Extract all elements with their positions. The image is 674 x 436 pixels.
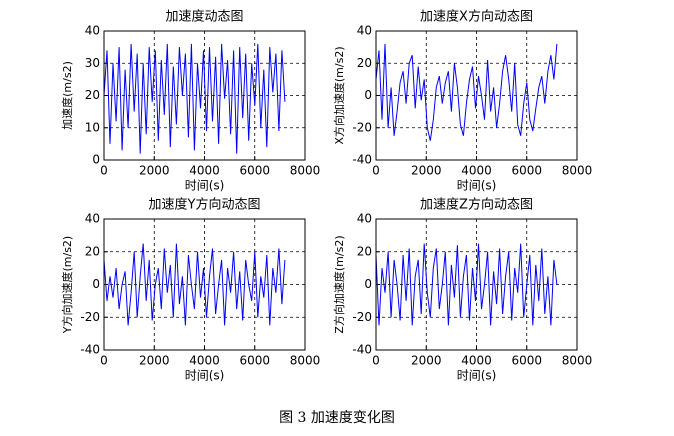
- y-axis-label: Z方向加速度(m/s2): [332, 235, 346, 333]
- x-tick-label: 6000: [239, 164, 270, 178]
- x-tick-label: 8000: [290, 354, 321, 368]
- y-tick-label: 20: [357, 56, 372, 70]
- x-tick-label: 2000: [139, 164, 170, 178]
- x-axis-label: 时间(s): [457, 179, 497, 193]
- y-tick-label: 20: [85, 88, 100, 102]
- x-tick-label: 4000: [189, 354, 220, 368]
- x-tick-label: 8000: [562, 164, 593, 178]
- y-tick-label: -20: [80, 310, 100, 324]
- x-axis-label: 时间(s): [457, 369, 497, 383]
- y-tick-label: 10: [85, 120, 100, 134]
- y-tick-label: 30: [85, 56, 100, 70]
- x-tick-label: 6000: [511, 354, 542, 368]
- x-tick-label: 4000: [189, 164, 220, 178]
- y-tick-label: -20: [352, 310, 372, 324]
- y-tick-label: -20: [352, 120, 372, 134]
- x-axis-label: 时间(s): [185, 179, 225, 193]
- data-line: [375, 43, 558, 141]
- y-tick-label: 20: [357, 244, 372, 258]
- y-tick-label: 40: [85, 24, 100, 38]
- chart-title: 加速度X方向动态图: [420, 9, 533, 25]
- x-axis-label: 时间(s): [185, 369, 225, 383]
- y-tick-label: 0: [364, 88, 372, 102]
- chart-title: 加速度动态图: [165, 9, 243, 25]
- y-tick-label: 0: [92, 153, 100, 167]
- plot-area: [104, 31, 305, 160]
- y-axis-label: 加速度(m/s2): [60, 61, 74, 130]
- plot-frame: [103, 218, 306, 351]
- y-tick-label: -40: [352, 343, 372, 357]
- y-tick-label: -40: [80, 343, 100, 357]
- y-tick-label: 40: [357, 24, 372, 38]
- y-tick-label: 0: [364, 277, 372, 291]
- plot-frame: [103, 30, 306, 161]
- plot-frame: [375, 218, 578, 351]
- y-tick-label: 40: [85, 212, 100, 226]
- y-axis-label: Y方向加速度(m/s2): [60, 236, 74, 334]
- x-tick-label: 0: [100, 354, 108, 368]
- x-tick-label: 6000: [511, 164, 542, 178]
- x-tick-label: 2000: [411, 354, 442, 368]
- chart-title: 加速度Z方向动态图: [420, 197, 533, 213]
- x-tick-label: 4000: [461, 164, 492, 178]
- y-tick-label: 0: [92, 277, 100, 291]
- figure-caption: 图 3 加速度变化图: [279, 410, 395, 426]
- x-tick-label: 2000: [411, 164, 442, 178]
- data-line: [375, 243, 558, 326]
- plot-frame: [375, 30, 578, 161]
- y-tick-label: 20: [85, 244, 100, 258]
- data-line: [103, 43, 286, 154]
- x-tick-label: 0: [372, 164, 380, 178]
- y-tick-label: -40: [352, 153, 372, 167]
- data-line: [103, 243, 286, 326]
- chart-title: 加速度Y方向动态图: [149, 197, 261, 213]
- y-tick-label: 40: [357, 212, 372, 226]
- x-tick-label: 2000: [139, 354, 170, 368]
- x-tick-label: 8000: [562, 354, 593, 368]
- x-tick-label: 4000: [461, 354, 492, 368]
- x-tick-label: 8000: [290, 164, 321, 178]
- x-tick-label: 0: [372, 354, 380, 368]
- x-tick-label: 6000: [239, 354, 270, 368]
- y-axis-label: X方向加速度(m/s2): [332, 46, 346, 144]
- x-tick-label: 0: [100, 164, 108, 178]
